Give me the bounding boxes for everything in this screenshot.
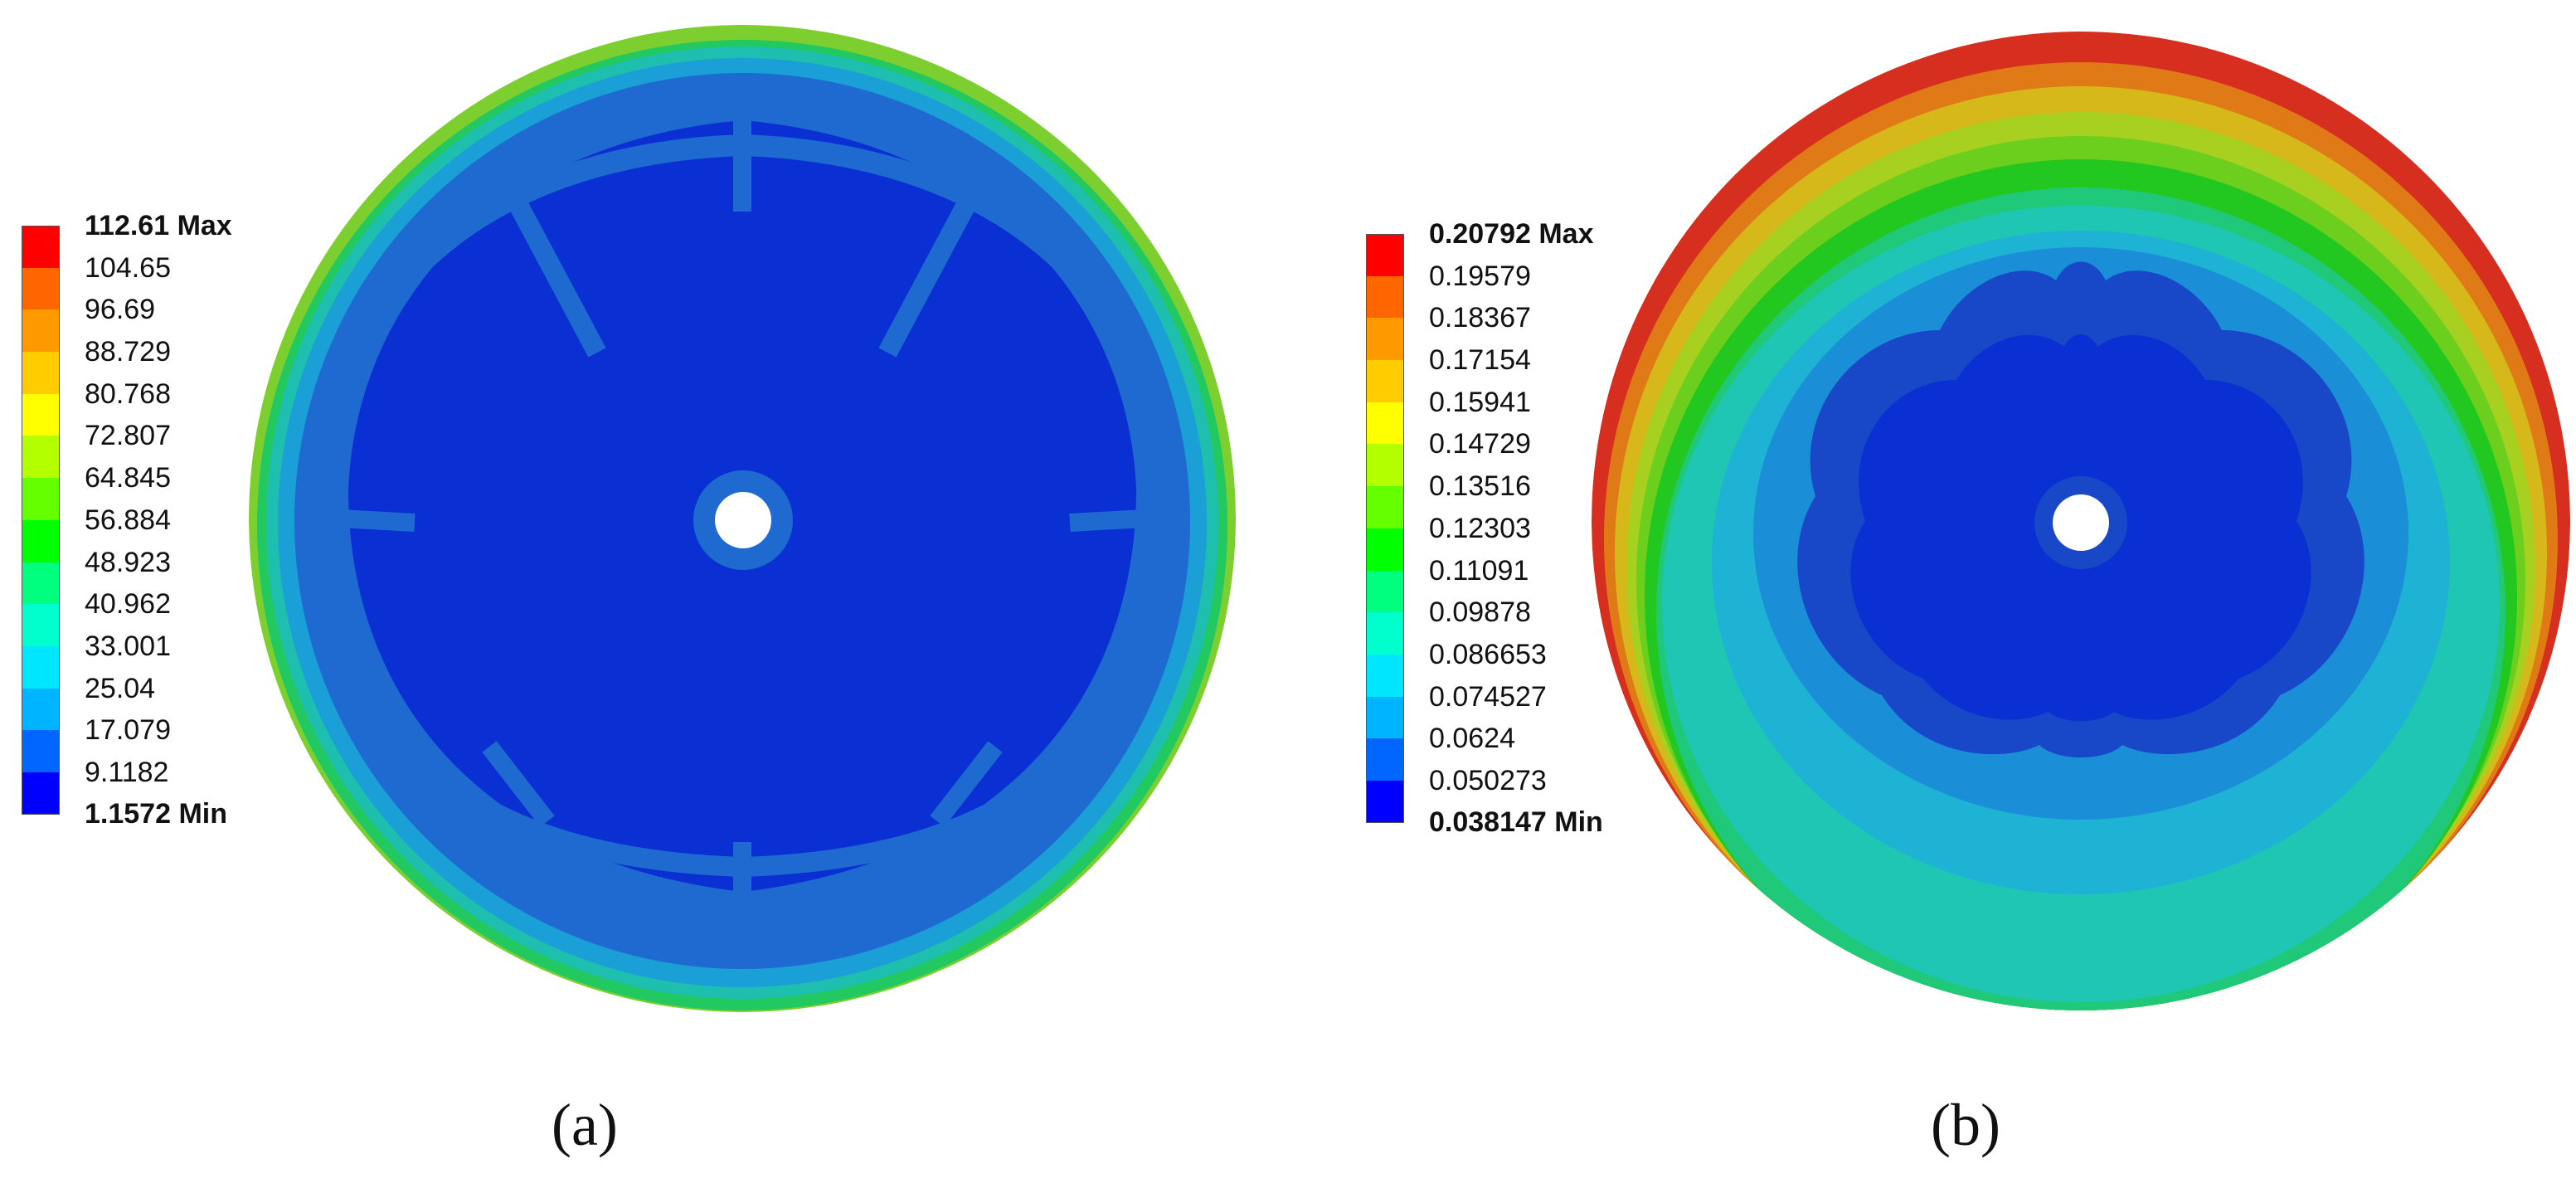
center-hole-b [2053,494,2109,551]
legend-swatch [22,352,60,394]
legend-tick-label: 56.884 [85,504,171,536]
legend-swatch [22,604,60,646]
rib-a-7 [482,741,555,827]
legend-swatch [1366,360,1404,402]
legend-swatch [22,519,60,562]
legend-swatch [1366,486,1404,528]
legend-tick-label: 0.0624 [1429,723,1515,755]
legend-max-label: 112.61 Max [85,210,232,241]
legend-tick-label: 0.17154 [1429,344,1531,377]
rib-a-6 [1069,509,1145,532]
rib-a-1 [488,161,606,358]
legend-tick-label: 0.15941 [1429,386,1531,418]
panel-a: 112.61 Max 104.65 96.69 88.729 80.768 72.807 6… [22,25,1236,1158]
caption-a: (a) [552,1092,618,1158]
rib-a-8 [930,741,1003,827]
legend-swatch [22,309,60,353]
legend-tick-label: 9.1182 [85,756,169,788]
legend-tick-label: 0.12303 [1429,512,1531,544]
legend-tick-label: 0.09878 [1429,596,1531,629]
legend-tick-label: 88.729 [85,336,171,368]
legend-swatch [1366,528,1404,571]
legend-tick-label: 0.050273 [1429,764,1547,796]
legend-swatch [1366,780,1404,823]
legend-tick-label: 25.04 [85,672,156,704]
legend-swatch [1366,696,1404,739]
legend-swatch [22,562,60,605]
legend-swatch [22,478,60,520]
legend-swatch [22,393,60,436]
legend-tick-label: 80.768 [85,377,171,410]
legend-swatch [22,645,60,689]
legend-max-label: 0.20792 Max [1429,218,1594,250]
legend-swatch [1366,570,1404,613]
legend-tick-label: 64.845 [85,462,171,494]
legend-tick-label: 0.19579 [1429,260,1531,292]
legend-swatch [1366,402,1404,445]
legend-swatch [1366,318,1404,361]
legend-tick-label: 17.079 [85,714,171,747]
center-hole-a [715,492,771,548]
legend-tick-label: 33.001 [85,630,171,662]
legend-swatch [1366,654,1404,697]
legend-tick-label: 0.074527 [1429,680,1547,713]
legend-swatch [22,688,60,731]
legend-swatch [1366,234,1404,276]
legend-min-label: 0.038147 Min [1429,806,1603,838]
rib-a-2 [878,161,996,358]
legend-tick-label: 0.14729 [1429,428,1531,460]
legend-swatch [1366,444,1404,487]
legend-swatch [1366,738,1404,781]
legend-tick-label: 40.962 [85,588,171,621]
legend-tick-label: 48.923 [85,546,171,578]
displacement-contour-disc-b [1592,32,2570,1010]
rib-a-5 [339,509,416,532]
panel-b: 0.20792 Max 0.19579 0.18367 0.17154 0.15941 0… [1288,0,2576,1188]
legend-swatch [22,226,60,268]
legend-tick-label: 0.11091 [1429,554,1529,587]
legend-tick-label: 0.18367 [1429,302,1531,334]
legend-swatch [22,267,60,310]
legend-swatch [22,436,60,479]
legend-swatch [1366,275,1404,319]
legend-tick-label: 96.69 [85,294,156,326]
legend-swatch [22,772,60,815]
stress-contour-disc-a [249,25,1236,1012]
legend-swatch [22,730,60,772]
legend-min-label: 1.1572 Min [85,797,227,830]
legend-tick-label: 0.086653 [1429,638,1547,670]
legend-tick-label: 72.807 [85,420,171,452]
legend-tick-label: 0.13516 [1429,470,1531,503]
legend-swatch [1366,612,1404,655]
legend-tick-label: 104.65 [85,251,171,284]
caption-b: (b) [1931,1092,2000,1158]
